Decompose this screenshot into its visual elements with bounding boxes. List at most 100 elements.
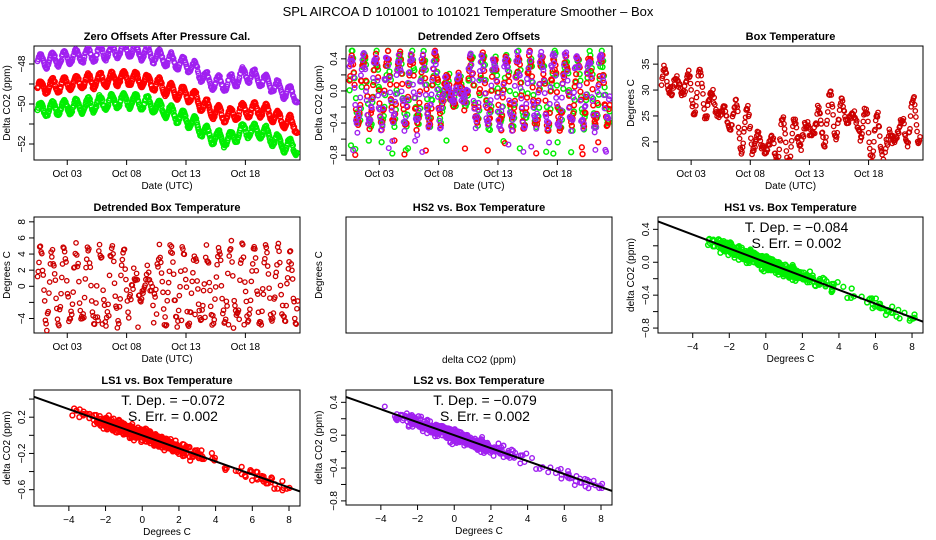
data-point xyxy=(528,73,536,80)
data-point xyxy=(279,477,286,485)
data-point xyxy=(580,120,587,127)
data-point xyxy=(213,274,220,280)
x-tick-label: −2 xyxy=(412,514,424,525)
data-point xyxy=(419,428,426,435)
data-point xyxy=(523,94,531,101)
data-point xyxy=(783,148,790,154)
s-err-annotation: S. Err. = 0.002 xyxy=(752,235,842,251)
data-point xyxy=(556,119,563,126)
data-point xyxy=(279,487,286,494)
data-point xyxy=(823,278,830,285)
data-point xyxy=(583,69,590,76)
series-LS2 xyxy=(346,48,612,155)
data-point xyxy=(420,67,427,74)
data-point xyxy=(436,117,443,124)
data-point xyxy=(786,156,793,160)
data-point xyxy=(160,289,166,296)
data-point xyxy=(70,289,77,295)
data-point xyxy=(817,110,823,117)
data-point xyxy=(68,308,74,315)
data-point xyxy=(777,137,784,144)
y-tick-label: −0.4 xyxy=(329,113,340,133)
data-point xyxy=(698,72,705,79)
y-axis-label: Delta CO2 (ppm) xyxy=(2,65,13,141)
series-HS1 xyxy=(34,90,300,159)
data-point xyxy=(353,120,360,127)
data-point xyxy=(182,267,188,273)
data-point xyxy=(558,94,565,101)
data-point xyxy=(156,241,163,248)
data-point xyxy=(230,325,237,331)
data-point xyxy=(163,62,170,69)
data-point xyxy=(56,306,63,313)
data-point xyxy=(273,269,280,276)
data-point xyxy=(746,111,752,118)
data-point xyxy=(237,260,244,266)
data-point xyxy=(526,49,533,56)
data-point xyxy=(905,139,912,146)
data-point xyxy=(572,64,579,71)
x-axis-label: Date (UTC) xyxy=(141,181,192,192)
data-point xyxy=(515,58,522,65)
data-point xyxy=(392,98,399,105)
data-point xyxy=(474,113,481,120)
data-point xyxy=(378,119,385,126)
data-point xyxy=(189,278,196,285)
data-point xyxy=(395,51,402,58)
data-point xyxy=(587,60,594,67)
data-point xyxy=(46,279,53,285)
data-point xyxy=(748,141,755,147)
data-point xyxy=(351,84,358,91)
data-point xyxy=(261,255,268,262)
y-axis-label: Delta CO2 (ppm) xyxy=(314,65,325,141)
data-point xyxy=(73,252,80,258)
data-point xyxy=(583,79,590,87)
data-point xyxy=(123,287,130,293)
x-tick-label: Oct 03 xyxy=(53,169,83,180)
data-point xyxy=(153,311,160,317)
data-point xyxy=(772,258,779,265)
data-point xyxy=(106,272,113,279)
data-point xyxy=(557,115,564,122)
data-point xyxy=(422,82,429,89)
data-point xyxy=(54,316,61,323)
data-point xyxy=(293,149,300,157)
t-dep-annotation: T. Dep. = −0.084 xyxy=(745,219,849,235)
data-point xyxy=(416,88,424,95)
data-point xyxy=(402,113,409,120)
data-point xyxy=(536,81,543,88)
data-point xyxy=(231,297,238,304)
data-point xyxy=(865,129,872,136)
data-point xyxy=(484,121,491,128)
data-point xyxy=(388,104,395,111)
data-point xyxy=(41,287,47,293)
data-point xyxy=(439,97,446,104)
data-point xyxy=(485,118,492,125)
data-point xyxy=(550,150,557,157)
data-point xyxy=(217,257,224,264)
data-point xyxy=(449,90,456,97)
data-point xyxy=(374,77,381,84)
data-point xyxy=(294,99,300,106)
data-point xyxy=(93,103,100,110)
data-point xyxy=(860,118,867,125)
data-point xyxy=(51,270,58,277)
y-tick-label: −0.4 xyxy=(329,458,340,478)
data-point xyxy=(373,47,380,54)
data-point xyxy=(598,54,605,61)
data-point xyxy=(401,151,408,158)
data-point xyxy=(824,109,831,115)
data-point xyxy=(162,314,168,320)
data-point xyxy=(83,256,90,263)
data-point xyxy=(205,259,212,266)
data-point xyxy=(276,259,283,266)
data-point xyxy=(775,271,782,278)
data-point xyxy=(419,148,426,155)
data-point xyxy=(747,123,754,130)
data-point xyxy=(222,318,228,325)
data-point xyxy=(517,79,524,87)
data-point xyxy=(387,89,394,96)
data-point xyxy=(700,91,706,97)
data-point xyxy=(93,282,100,289)
data-point xyxy=(859,124,866,131)
